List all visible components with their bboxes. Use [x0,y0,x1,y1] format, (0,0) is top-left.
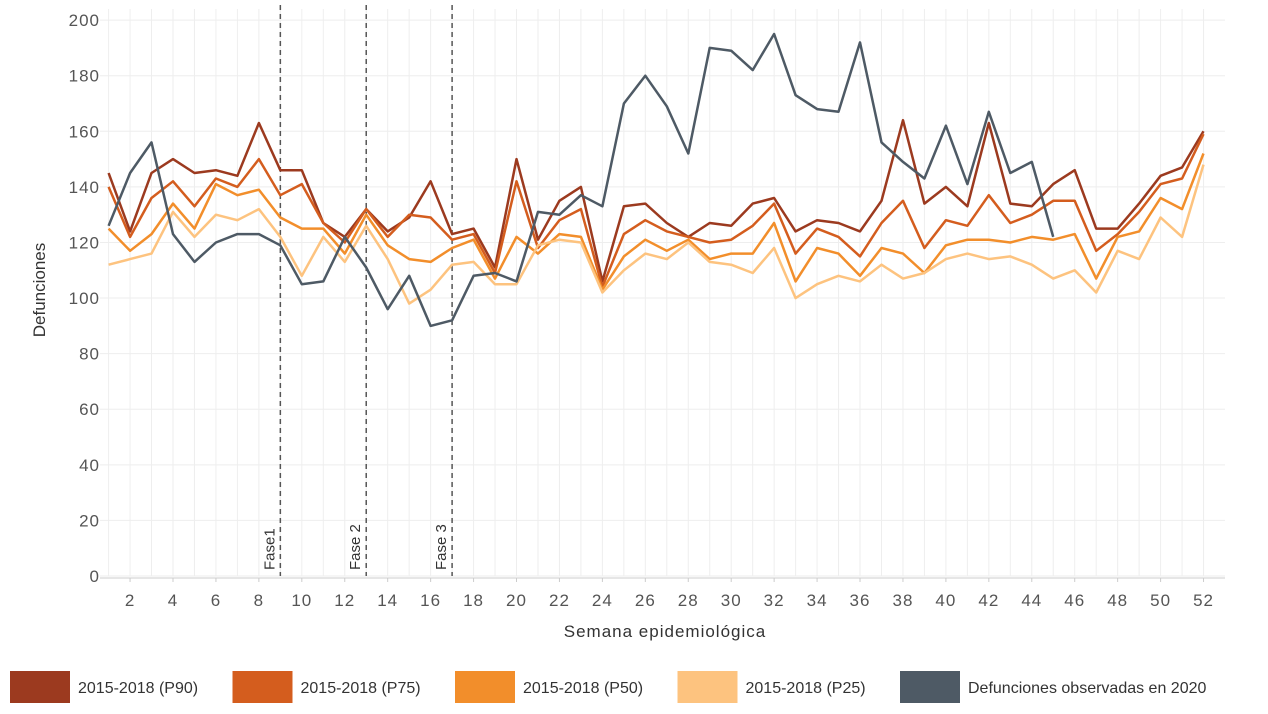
x-tick-label: 34 [807,591,828,610]
x-axis-label: Semana epidemiológica [564,622,766,641]
x-tick-label: 8 [254,591,264,610]
phase-label: Fase1 [261,528,278,570]
x-tick-label: 24 [592,591,613,610]
x-tick-label: 10 [291,591,312,610]
x-tick-label: 6 [211,591,221,610]
phase-label: Fase 3 [433,524,450,570]
y-tick-label: 120 [69,233,100,252]
series-line [107,153,1205,291]
x-tick-label: 46 [1064,591,1085,610]
y-tick-label: 0 [90,567,100,586]
x-tick-label: 16 [420,591,441,610]
legend-label: 2015-2018 (P75) [301,680,421,697]
legend-label: Defunciones observadas en 2020 [968,680,1206,697]
series-line [107,32,1055,328]
legend-label: 2015-2018 (P50) [523,680,643,697]
x-tick-label: 12 [334,591,355,610]
x-tick-label: 20 [506,591,527,610]
legend-swatch [455,671,515,703]
x-tick-label: 4 [168,591,178,610]
x-tick-label: 18 [463,591,484,610]
x-tick-label: 48 [1107,591,1128,610]
phase-label: Fase 2 [347,524,364,570]
y-tick-label: 60 [79,400,100,419]
legend-label: 2015-2018 (P90) [78,680,198,697]
y-tick-label: 180 [69,67,100,86]
y-tick-label: 40 [79,456,100,475]
x-tick-label: 36 [850,591,871,610]
x-tick-label: 44 [1021,591,1042,610]
x-tick-label: 22 [549,591,570,610]
series-line [108,164,1205,305]
y-tick-label: 20 [79,511,100,530]
series-line [107,118,1205,283]
y-tick-label: 200 [69,11,100,30]
y-tick-label: 140 [69,178,100,197]
x-tick-label: 28 [678,591,699,610]
legend-swatch [10,671,70,703]
x-tick-label: 52 [1193,591,1214,610]
x-tick-label: 50 [1150,591,1171,610]
x-tick-label: 38 [892,591,913,610]
y-tick-label: 80 [79,345,100,364]
legend-swatch [677,671,738,703]
y-axis-label: Defunciones [30,243,49,338]
x-tick-label: 40 [935,591,956,610]
x-tick-label: 2 [125,591,135,610]
x-tick-label: 30 [721,591,742,610]
x-tick-label: 32 [764,591,785,610]
x-tick-label: 14 [377,591,398,610]
y-tick-label: 160 [69,122,100,141]
y-tick-label: 100 [69,289,100,308]
x-tick-label: 42 [978,591,999,610]
legend-label: 2015-2018 (P25) [746,680,866,697]
x-tick-label: 26 [635,591,656,610]
series-line [107,133,1205,289]
legend-swatch [232,671,293,703]
legend-swatch [900,671,960,703]
